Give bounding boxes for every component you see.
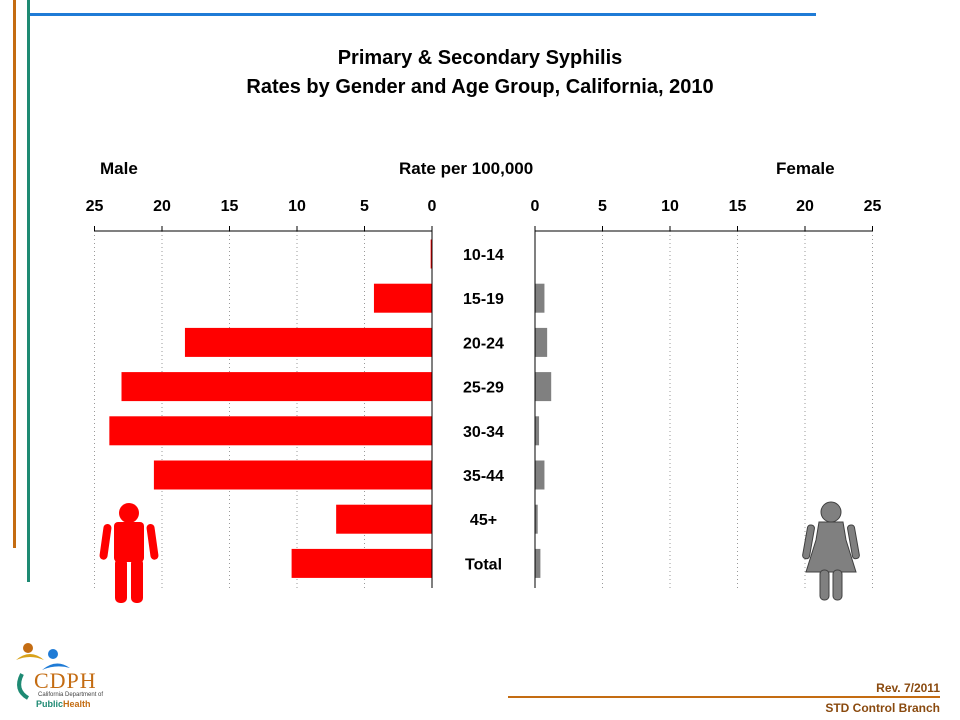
cdph-logo: CDPH California Department of PublicHeal… — [8, 630, 118, 712]
left-accent-line-orange — [13, 0, 16, 548]
logo-public: Public — [36, 699, 64, 709]
footer-accent-line — [508, 696, 940, 698]
male-bar — [291, 548, 432, 578]
grid-layer — [94, 231, 873, 588]
logo-line2: PublicHealth — [36, 699, 91, 709]
male-tick-label: 15 — [221, 198, 239, 215]
logo-abbrev: CDPH — [34, 668, 97, 693]
male-header: Male — [100, 159, 138, 178]
male-bar — [109, 416, 432, 446]
male-tick-label: 5 — [360, 198, 369, 215]
female-tick-label: 10 — [661, 198, 679, 215]
labels-layer: 10-14 15-19 20-24 25-29 30-34 35-44 45+ Total — [463, 247, 504, 573]
bars-layer — [109, 239, 552, 578]
female-bar — [535, 372, 552, 402]
female-header: Female — [776, 159, 835, 178]
male-bar — [153, 460, 432, 490]
left-accent-line-teal — [27, 0, 30, 582]
female-bar — [535, 327, 548, 357]
category-label: 30-34 — [463, 424, 504, 441]
chart-title-line1: Primary & Secondary Syphilis — [337, 47, 623, 69]
female-tick-label: 5 — [598, 198, 607, 215]
male-tick-label: 25 — [86, 198, 104, 215]
rate-header: Rate per 100,000 — [399, 159, 534, 178]
category-label: 15-19 — [463, 291, 504, 308]
category-label: Total — [465, 556, 502, 573]
female-bar — [535, 460, 545, 490]
branch-name: STD Control Branch — [825, 701, 940, 715]
female-tick-label: 15 — [729, 198, 747, 215]
male-bar — [121, 372, 432, 402]
axis-layer: 0 0 5 5 10 10 15 15 20 20 25 25 — [86, 198, 882, 588]
female-bar — [535, 283, 545, 313]
category-label: 20-24 — [463, 335, 504, 352]
female-tick-label: 20 — [796, 198, 814, 215]
male-tick-label: 10 — [288, 198, 306, 215]
male-bar — [184, 327, 432, 357]
male-tick-label: 20 — [153, 198, 171, 215]
male-bar — [336, 504, 432, 534]
male-bar — [373, 283, 432, 313]
male-bar — [430, 239, 432, 269]
chart-title-line2: Rates by Gender and Age Group, Californi… — [246, 76, 714, 98]
female-tick-label: 0 — [531, 198, 540, 215]
logo-health: Health — [63, 699, 91, 709]
female-figure-icon — [802, 501, 860, 601]
revision-date: Rev. 7/2011 — [876, 681, 940, 695]
female-tick-label: 25 — [864, 198, 882, 215]
female-bar — [535, 504, 538, 534]
female-bar — [535, 416, 540, 446]
male-figure-icon — [99, 503, 159, 603]
category-label: 10-14 — [463, 247, 504, 264]
category-label: 45+ — [470, 512, 497, 529]
logo-line1: California Department of — [38, 692, 104, 698]
category-label: 35-44 — [463, 468, 504, 485]
female-bar — [535, 548, 541, 578]
cdph-logo-mark — [16, 643, 70, 700]
top-accent-line — [30, 13, 816, 16]
category-label: 25-29 — [463, 380, 504, 397]
male-tick-label: 0 — [428, 198, 437, 215]
